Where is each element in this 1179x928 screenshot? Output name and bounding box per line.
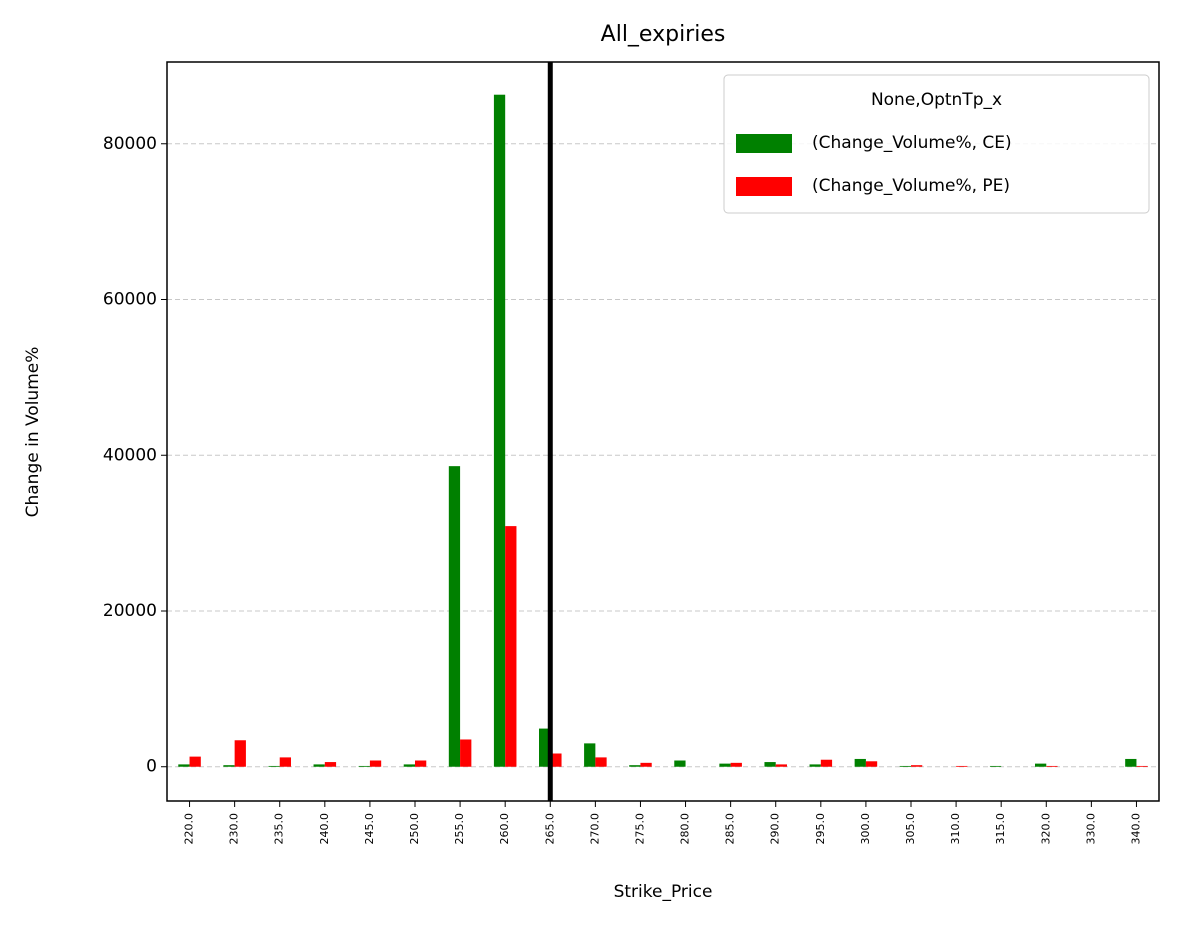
x-tick-label: 260.0 bbox=[498, 813, 511, 845]
y-tick-label: 20000 bbox=[103, 601, 157, 621]
legend-box bbox=[723, 74, 1150, 214]
x-tick-label: 295.0 bbox=[814, 813, 827, 845]
x-tick-label: 305.0 bbox=[904, 813, 917, 845]
bar bbox=[730, 762, 742, 767]
bar bbox=[505, 526, 517, 767]
x-tick-label: 240.0 bbox=[318, 813, 331, 845]
legend-label: (Change_Volume%, PE) bbox=[812, 176, 1010, 196]
bar bbox=[820, 759, 833, 767]
bar bbox=[854, 758, 866, 767]
x-tick-label: 310.0 bbox=[949, 813, 962, 845]
bar bbox=[674, 760, 686, 767]
bar bbox=[324, 762, 337, 767]
bar bbox=[956, 765, 968, 767]
bar bbox=[865, 761, 878, 767]
bar bbox=[403, 764, 415, 767]
x-tick-label: 275.0 bbox=[633, 813, 646, 845]
x-tick-label: 320.0 bbox=[1039, 813, 1052, 845]
y-tick-label: 40000 bbox=[103, 445, 157, 465]
y-tick-label: 60000 bbox=[103, 290, 157, 310]
bar bbox=[369, 760, 382, 767]
bar bbox=[460, 739, 472, 767]
bar bbox=[178, 764, 190, 767]
bar bbox=[415, 760, 427, 767]
bar bbox=[189, 756, 201, 767]
bar bbox=[629, 765, 641, 767]
bar bbox=[223, 765, 235, 767]
x-tick-label: 235.0 bbox=[273, 813, 286, 845]
x-tick-label: 255.0 bbox=[453, 813, 466, 845]
bar bbox=[279, 757, 291, 767]
y-tick-label: 0 bbox=[146, 757, 157, 777]
x-tick-label: 340.0 bbox=[1129, 813, 1142, 845]
x-tick-label: 230.0 bbox=[228, 813, 241, 845]
bar bbox=[764, 762, 776, 767]
bar bbox=[448, 466, 461, 767]
legend-swatch bbox=[736, 134, 792, 153]
bar bbox=[775, 764, 787, 767]
plot-frame bbox=[166, 61, 1160, 802]
legend-title: None,OptnTp_x bbox=[871, 90, 1002, 110]
bar bbox=[1136, 765, 1148, 767]
x-tick-label: 290.0 bbox=[769, 813, 782, 845]
x-tick-label: 315.0 bbox=[994, 813, 1007, 845]
bar bbox=[911, 765, 923, 767]
bar bbox=[809, 764, 821, 767]
y-tick-label: 80000 bbox=[103, 134, 157, 154]
bar bbox=[1035, 763, 1047, 767]
bar bbox=[268, 765, 280, 767]
x-tick-label: 245.0 bbox=[363, 813, 376, 845]
bar bbox=[1046, 765, 1058, 767]
x-tick-label: 270.0 bbox=[588, 813, 601, 845]
x-tick-label: 220.0 bbox=[183, 813, 196, 845]
bar bbox=[640, 762, 652, 767]
bar bbox=[595, 757, 607, 767]
bar bbox=[899, 765, 911, 767]
bar bbox=[234, 740, 246, 767]
legend-label: (Change_Volume%, CE) bbox=[812, 133, 1012, 153]
x-tick-label: 285.0 bbox=[724, 813, 737, 845]
bar bbox=[719, 763, 731, 767]
legend-swatch bbox=[736, 177, 792, 196]
x-tick-label: 265.0 bbox=[543, 813, 556, 845]
bar bbox=[313, 764, 325, 767]
bar bbox=[989, 765, 1002, 767]
bar bbox=[493, 94, 506, 767]
x-axis-label: Strike_Price bbox=[614, 882, 713, 902]
bar bbox=[550, 753, 562, 767]
x-tick-label: 300.0 bbox=[859, 813, 872, 845]
x-tick-label: 330.0 bbox=[1084, 813, 1097, 845]
bar bbox=[539, 728, 551, 767]
bar bbox=[1125, 758, 1137, 767]
x-tick-label: 250.0 bbox=[408, 813, 421, 845]
bar bbox=[584, 743, 596, 767]
bar bbox=[358, 765, 370, 767]
x-tick-label: 280.0 bbox=[679, 813, 692, 845]
chart-title: All_expiries bbox=[601, 22, 726, 47]
y-axis-label: Change in Volume% bbox=[23, 347, 43, 518]
